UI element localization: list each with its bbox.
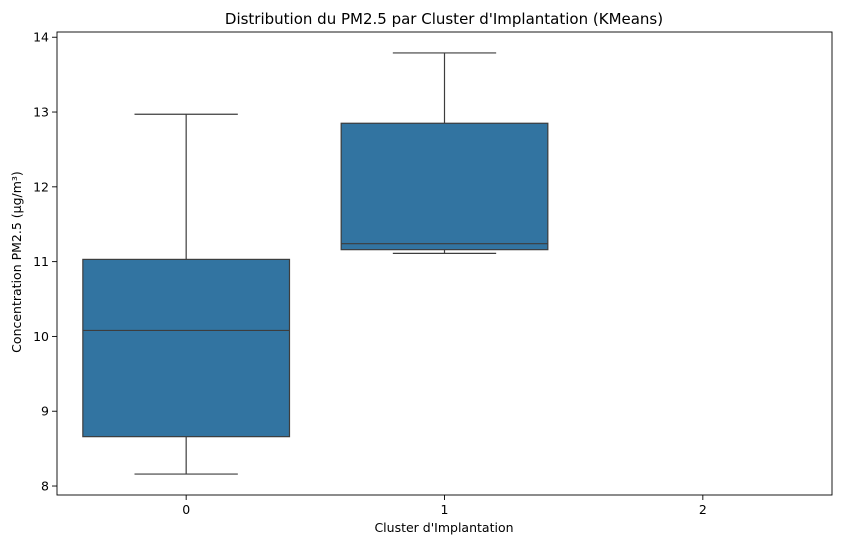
y-tick-label: 14	[33, 30, 49, 45]
x-tick-label: 0	[182, 502, 190, 517]
y-tick-label: 8	[41, 479, 49, 494]
y-tick-label: 9	[41, 404, 49, 419]
box-body	[82, 258, 291, 438]
y-tick-label: 10	[33, 329, 49, 344]
box-cluster-0	[82, 113, 291, 475]
boxes-layer	[82, 52, 549, 475]
y-axis-label: Concentration PM2.5 (µg/m³)	[9, 171, 24, 353]
y-tick-label: 11	[33, 254, 49, 269]
x-axis-label: Cluster d'Implantation	[374, 520, 513, 535]
x-axis: 0 1 2	[182, 495, 707, 517]
y-tick-label: 12	[33, 179, 49, 194]
y-tick-label: 13	[33, 105, 49, 120]
y-axis: 8 9 10 11 12 13 14	[33, 30, 57, 494]
x-tick-label: 1	[441, 502, 449, 517]
box-cluster-1	[340, 52, 549, 255]
x-tick-label: 2	[699, 502, 707, 517]
box-body	[340, 122, 549, 251]
chart-title: Distribution du PM2.5 par Cluster d'Impl…	[225, 10, 663, 28]
